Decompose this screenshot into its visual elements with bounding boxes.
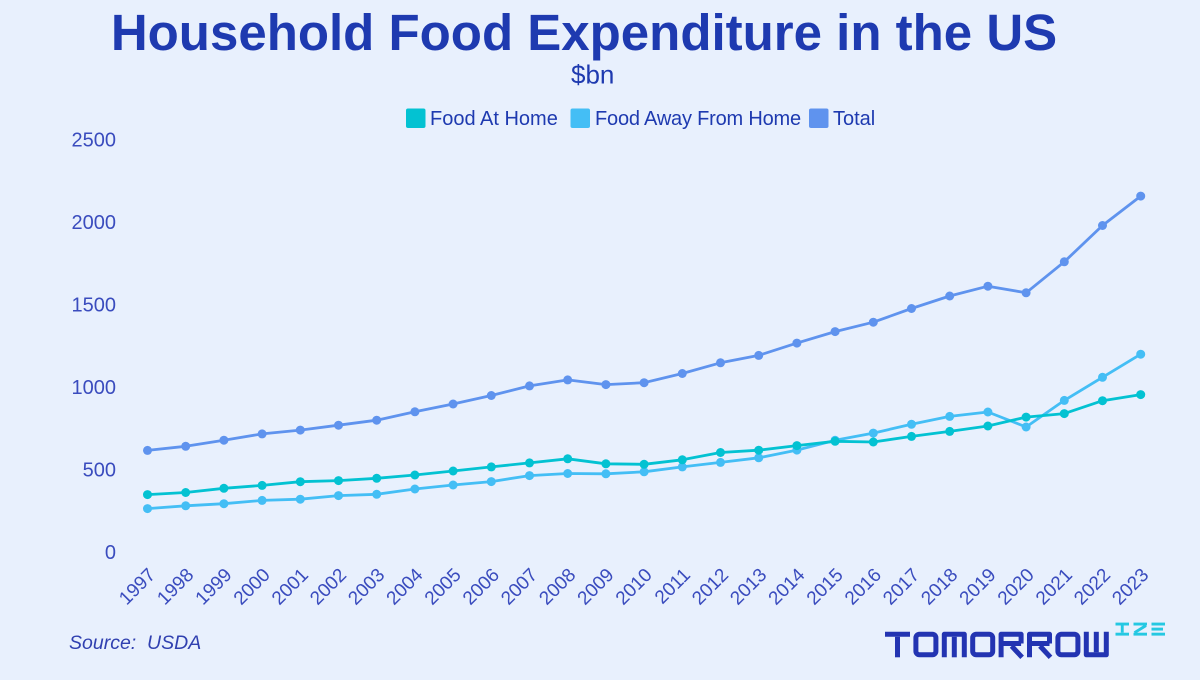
svg-text:1500: 1500 <box>72 295 117 317</box>
svg-text:Food At Home: Food At Home <box>430 108 558 130</box>
svg-text:0: 0 <box>105 542 116 564</box>
svg-text:Source: USDA: Source: USDA <box>69 632 201 654</box>
svg-text:$bn: $bn <box>571 60 614 90</box>
svg-text:500: 500 <box>83 460 116 482</box>
svg-text:2000: 2000 <box>72 212 117 234</box>
svg-text:1000: 1000 <box>72 377 117 399</box>
svg-text:Household Food Expenditure in: Household Food Expenditure in the US <box>111 4 1057 61</box>
svg-text:Total: Total <box>833 108 875 130</box>
svg-text:Food Away From Home: Food Away From Home <box>595 108 801 130</box>
svg-text:2500: 2500 <box>72 130 117 152</box>
